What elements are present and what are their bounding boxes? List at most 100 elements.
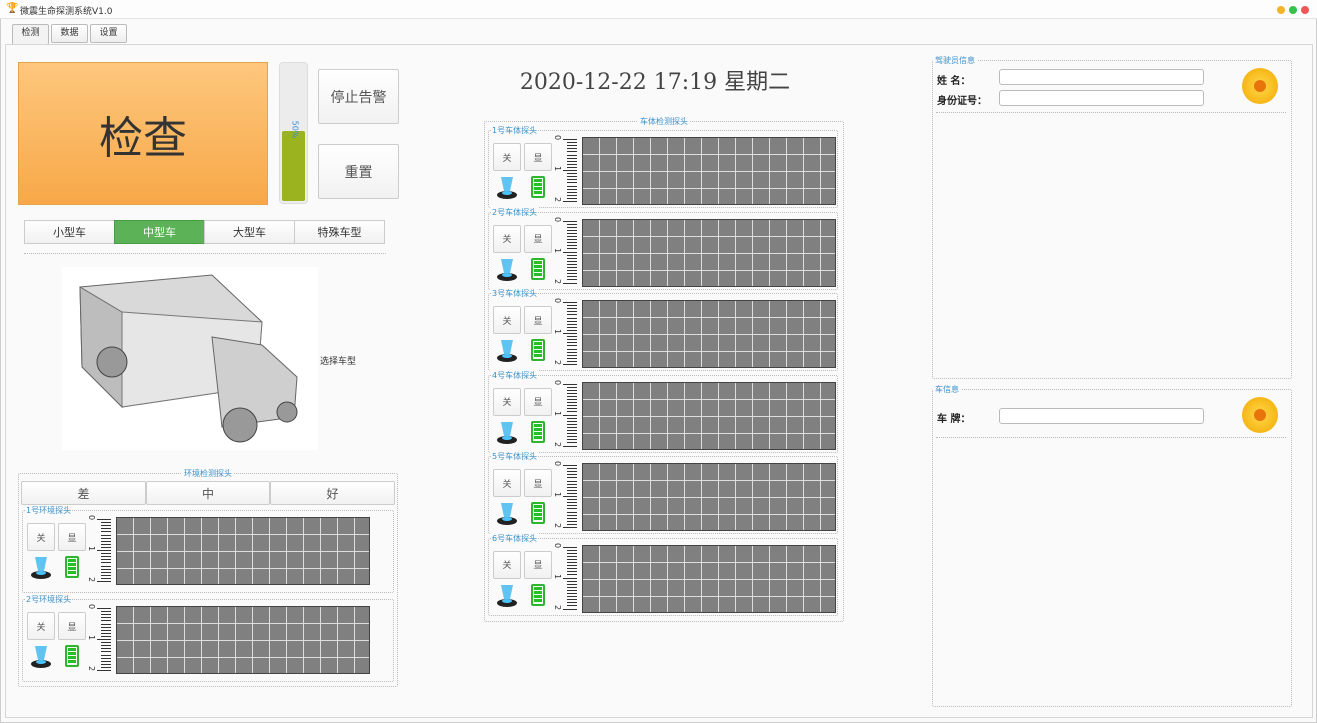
probe-name: 1号车体探头: [491, 125, 539, 136]
tab-settings[interactable]: 设置: [90, 24, 127, 43]
check-button[interactable]: 检查: [18, 62, 268, 205]
waveform-grid: [116, 606, 370, 674]
probe-name: 6号车体探头: [491, 532, 539, 544]
probe-show-button[interactable]: 显: [524, 550, 552, 579]
vehicle-type-large[interactable]: 大型车: [204, 220, 295, 244]
progress-bar: 50%: [279, 62, 308, 204]
sensor-icon: [496, 503, 518, 525]
name-label: 姓 名：: [937, 76, 971, 87]
waveform-grid: [582, 463, 836, 531]
title-bar: 🏆 微震生命探测系统V1.0: [0, 0, 1317, 19]
sensor-icon: [30, 646, 52, 668]
driver-info-title: 驾驶员信息: [935, 56, 975, 65]
ruler-label: 1: [553, 573, 563, 579]
sensor-icon: [496, 258, 518, 281]
probe-off-button[interactable]: 关: [493, 306, 521, 334]
ruler-label: 0: [553, 379, 563, 385]
driver-play-icon[interactable]: [1242, 68, 1278, 104]
ruler-label: 1: [553, 410, 563, 416]
probe-show-button[interactable]: 显: [524, 143, 552, 171]
battery-icon: [531, 339, 545, 361]
id-number-input[interactable]: [999, 90, 1204, 106]
ruler-scale: 0 1 2: [553, 542, 577, 611]
trophy-icon: 🏆: [6, 3, 19, 14]
datetime-display: 2020-12-22 17:19 星期二: [519, 70, 791, 95]
ruler-label: 0: [553, 216, 563, 222]
vehicle-type-medium[interactable]: 中型车: [114, 220, 205, 244]
ruler-label: 1: [553, 247, 563, 253]
probe-show-button[interactable]: 显: [524, 224, 552, 253]
minimize-button[interactable]: [1277, 6, 1285, 14]
quality-tab-good[interactable]: 好: [270, 481, 395, 505]
probe-panel: 5号车体探头关显 0 1 2: [488, 451, 838, 534]
ruler-scale: 0 1 2: [87, 604, 111, 672]
probe-show-button[interactable]: 显: [524, 387, 552, 416]
sensor-icon: [496, 177, 518, 199]
waveform-grid: [582, 544, 836, 613]
battery-icon: [531, 257, 545, 280]
vehicle-type-small[interactable]: 小型车: [24, 220, 115, 244]
probe-off-button[interactable]: 关: [493, 550, 521, 579]
maximize-button[interactable]: [1289, 6, 1297, 14]
probe-panel: 1号车体探头关显 0 1 2: [488, 125, 838, 208]
battery-icon: [531, 502, 545, 524]
ruler-label: 2: [553, 196, 563, 203]
battery-icon: [65, 556, 79, 578]
ruler-label: 0: [553, 134, 563, 141]
ruler-label: 0: [553, 542, 563, 548]
vehicle-type-special[interactable]: 特殊车型: [294, 220, 385, 244]
env-probe-group-title: 环境检测探头: [184, 469, 232, 478]
ruler-label: 2: [553, 604, 563, 610]
probe-panel: 4号车体探头关显 0 1 2: [488, 369, 838, 453]
sensor-icon: [496, 340, 518, 362]
ruler-label: 1: [87, 545, 97, 552]
probe-off-button[interactable]: 关: [27, 612, 55, 640]
divider: [24, 253, 386, 254]
probe-off-button[interactable]: 关: [493, 224, 521, 253]
ruler-label: 0: [553, 297, 563, 304]
battery-icon: [531, 176, 545, 198]
waveform-grid: [582, 300, 836, 368]
quality-tab-poor[interactable]: 差: [21, 481, 146, 505]
divider: [936, 437, 1286, 438]
ruler-label: 2: [553, 359, 563, 366]
ruler-label: 0: [87, 603, 97, 610]
ruler-label: 1: [553, 165, 563, 172]
ruler-label: 2: [553, 278, 563, 284]
progress-fill: [282, 131, 305, 201]
quality-tab-medium[interactable]: 中: [146, 481, 270, 505]
probe-show-button[interactable]: 显: [524, 469, 552, 497]
tab-data[interactable]: 数据: [51, 24, 88, 43]
sensor-icon: [496, 584, 518, 607]
waveform-grid: [116, 517, 370, 585]
name-input[interactable]: [999, 69, 1204, 85]
plate-label: 车 牌：: [937, 414, 971, 425]
probe-off-button[interactable]: 关: [27, 523, 55, 551]
battery-icon: [531, 583, 545, 606]
probe-off-button[interactable]: 关: [493, 469, 521, 497]
probe-off-button[interactable]: 关: [493, 143, 521, 171]
plate-input[interactable]: [999, 408, 1204, 424]
probe-off-button[interactable]: 关: [493, 387, 521, 416]
close-button[interactable]: [1301, 6, 1309, 14]
ruler-scale: 0 1 2: [553, 461, 577, 529]
probe-show-button[interactable]: 显: [58, 523, 86, 551]
probe-panel: 1号环境探头关显 0 1 2: [22, 505, 394, 593]
vehicle-image[interactable]: [62, 267, 318, 450]
stop-alarm-button[interactable]: 停止告警: [318, 69, 399, 124]
probe-panel: 6号车体探头关显 0 1 2: [488, 532, 838, 616]
waveform-grid: [582, 381, 836, 450]
ruler-label: 1: [553, 491, 563, 498]
divider: [936, 112, 1286, 113]
probe-name: 1号环境探头: [25, 505, 73, 516]
probe-name: 4号车体探头: [491, 369, 539, 381]
ruler-label: 0: [553, 460, 563, 467]
probe-show-button[interactable]: 显: [524, 306, 552, 334]
vehicle-play-icon[interactable]: [1242, 397, 1278, 433]
reset-button[interactable]: 重置: [318, 144, 399, 199]
tab-detect[interactable]: 检测: [12, 24, 49, 45]
ruler-label: 0: [87, 514, 97, 521]
probe-show-button[interactable]: 显: [58, 612, 86, 640]
battery-icon: [65, 645, 79, 667]
ruler-label: 2: [87, 576, 97, 583]
